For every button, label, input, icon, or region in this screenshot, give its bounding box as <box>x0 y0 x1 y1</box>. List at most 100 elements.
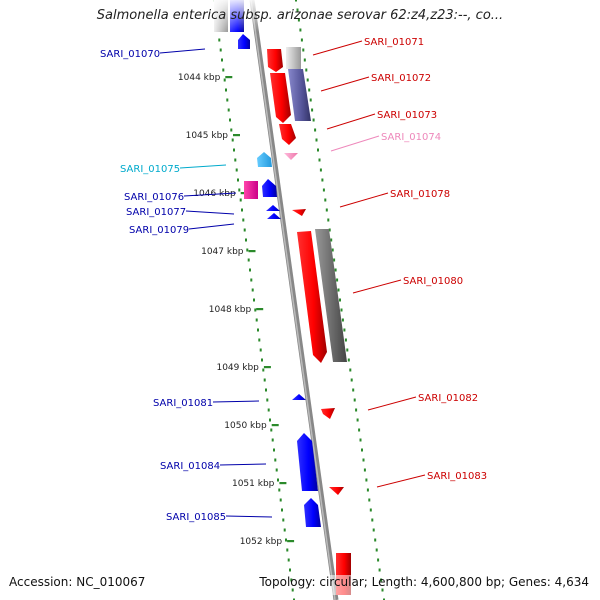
tick-mark <box>221 58 223 62</box>
tick-mark <box>223 78 226 82</box>
gene-arrow-sari-01071[interactable] <box>267 49 283 72</box>
tick-mark <box>343 328 346 332</box>
topology-text: Topology: circular; Length: 4,600,800 bp… <box>259 575 589 589</box>
gene-label[interactable]: SARI_01084 <box>160 461 220 472</box>
tick-mark <box>318 158 321 162</box>
tick-mark <box>295 0 297 2</box>
gene-label[interactable]: SARI_01075 <box>120 164 180 175</box>
tick-mark <box>365 478 368 482</box>
gene-labels: SARI_01070 SARI_01071 SARI_01072 SARI_01073… <box>100 37 487 523</box>
tick-mark <box>312 118 315 122</box>
tick-mark <box>375 548 378 552</box>
tick-mark <box>273 448 275 452</box>
tick-mark <box>333 258 336 262</box>
tick-label: 1045 kbp <box>186 131 229 141</box>
gene-arrow-sari-01074[interactable] <box>284 153 298 160</box>
tick-mark <box>315 138 318 142</box>
gene-arrow-sari-01077[interactable] <box>266 205 280 211</box>
gene-arrow-sari-01075[interactable] <box>257 152 272 167</box>
gene-label[interactable]: SARI_01071 <box>364 37 424 48</box>
gene-arrow-sari-01082[interactable] <box>321 408 335 419</box>
tick-mark <box>291 588 294 592</box>
gene-arrow-sari-01076[interactable] <box>262 179 277 197</box>
tick-mark <box>371 518 374 522</box>
gene-label[interactable]: SARI_01074 <box>381 132 441 143</box>
tick-mark <box>231 138 234 142</box>
tick-mark <box>366 488 369 492</box>
gene-label[interactable]: SARI_01070 <box>100 49 160 60</box>
tick-mark <box>355 408 358 412</box>
gene-label[interactable]: SARI_01083 <box>427 471 487 482</box>
tick-mark <box>296 8 299 12</box>
gene-arrow-sari-01080[interactable] <box>297 231 327 363</box>
tick-mark <box>374 538 377 542</box>
gene-label[interactable]: SARI_01085 <box>166 512 226 523</box>
gene-label[interactable]: SARI_01078 <box>390 189 450 200</box>
gene-arrow-sari-01085[interactable] <box>304 498 321 527</box>
gene-label[interactable]: SARI_01079 <box>129 225 189 236</box>
gene-arrow-sari-01079[interactable] <box>267 213 281 219</box>
gene-cds-sari-01072[interactable] <box>288 69 311 121</box>
fade-overlay <box>205 0 265 32</box>
label-leader-line <box>179 164 227 169</box>
gene-arrow-sari-01070[interactable] <box>238 34 250 49</box>
tick-label: 1048 kbp <box>209 305 252 315</box>
tick-mark <box>225 88 227 92</box>
gene-label[interactable]: SARI_01073 <box>377 110 437 121</box>
fade-overlay <box>330 575 360 595</box>
tick-mark <box>242 218 245 222</box>
gene-label[interactable]: SARI_01072 <box>371 73 431 84</box>
tick-mark <box>258 338 261 342</box>
gene-label[interactable]: SARI_01080 <box>403 276 463 287</box>
label-leader-line <box>326 113 376 130</box>
tick-mark <box>254 308 257 312</box>
label-leader-line <box>339 192 389 208</box>
tick-mark <box>349 368 352 372</box>
gene-label[interactable]: SARI_01077 <box>126 207 186 218</box>
label-leader-line <box>185 210 235 215</box>
tick-mark <box>321 178 324 182</box>
tick-mark <box>302 48 305 52</box>
label-leader-line <box>188 223 235 230</box>
tick-mark <box>261 358 263 362</box>
tick-mark <box>359 438 362 442</box>
tick-rail-right <box>295 0 385 600</box>
tick-mark <box>243 228 246 232</box>
tick-mark <box>282 518 285 522</box>
gene-label[interactable]: SARI_01082 <box>418 393 478 404</box>
gene-arrow-sari-01073[interactable] <box>279 124 296 145</box>
tick-mark <box>277 478 279 482</box>
gene-arrow-sari-01081[interactable] <box>292 394 306 400</box>
tick-mark <box>339 298 341 302</box>
tick-mark <box>237 178 239 182</box>
tick-label: 1044 kbp <box>178 73 221 83</box>
tick-mark <box>369 508 372 512</box>
tick-mark <box>383 598 385 600</box>
gene-arrow-sari-01083[interactable] <box>329 487 344 495</box>
tick-mark <box>275 468 278 472</box>
tick-mark <box>362 458 365 462</box>
gene-arrow-sari-01084[interactable] <box>297 433 318 491</box>
gene-arrow-sari-01072[interactable] <box>270 73 291 123</box>
tick-mark <box>341 318 344 322</box>
gene-cds-sari-01080[interactable] <box>315 229 347 362</box>
gene-label[interactable]: SARI_01076 <box>124 192 184 203</box>
gene-label[interactable]: SARI_01081 <box>153 398 213 409</box>
gene-cds-sari-01076[interactable] <box>244 181 258 199</box>
tick-mark <box>372 528 375 532</box>
tick-mark <box>314 128 317 132</box>
label-leader-line <box>183 192 237 197</box>
gene-cds-sari-01071[interactable] <box>286 47 301 69</box>
label-leader-line <box>219 463 267 466</box>
tick-mark <box>257 328 259 332</box>
gene-arrow-sari-01078[interactable] <box>292 209 306 216</box>
tick-label: 1050 kbp <box>224 421 267 431</box>
tick-mark <box>247 258 250 262</box>
tick-mark <box>299 28 302 32</box>
tick-mark <box>251 288 254 292</box>
tick-mark <box>281 508 283 512</box>
tick-mark <box>270 428 273 432</box>
tick-mark <box>325 208 328 212</box>
tick-mark <box>308 88 311 92</box>
